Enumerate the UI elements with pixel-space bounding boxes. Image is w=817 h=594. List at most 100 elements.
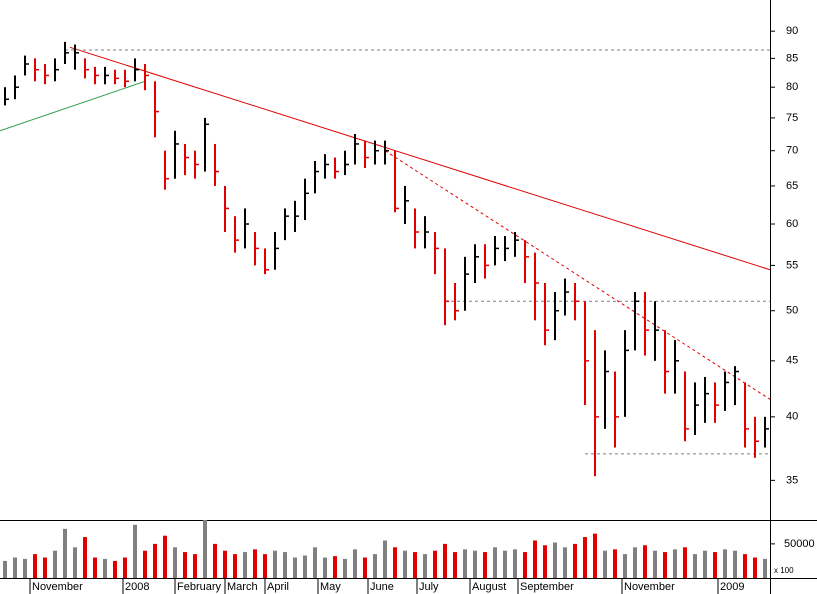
y-tick-label: 75 [786,112,798,124]
volume-bar [753,557,757,578]
x-tick-label: November [32,581,83,593]
volume-bar [763,558,767,578]
volume-bar [683,547,687,578]
volume-tick-label: 50000 [784,538,815,550]
x-tick-label: June [370,581,394,593]
volume-bar [53,550,57,578]
volume-bar [433,550,437,578]
volume-bar [513,549,517,578]
volume-bar [153,543,157,578]
volume-bar [623,554,627,578]
volume-bar [373,554,377,578]
x-tick-label: November [624,581,675,593]
volume-bar [403,550,407,578]
volume-bar [143,550,147,578]
volume-bar [363,557,367,578]
volume-bar [353,549,357,578]
volume-unit: x 100 [774,566,794,575]
x-tick-label: July [419,581,439,593]
volume-bar [133,524,137,578]
volume-bar [263,554,267,578]
x-tick-label: August [472,581,506,593]
volume-bar [203,520,207,578]
y-tick-label: 85 [786,52,798,64]
y-tick-label: 40 [786,411,798,423]
volume-bar [743,554,747,578]
volume-bar [313,547,317,578]
volume-bar [303,555,307,578]
volume-bar [93,557,97,578]
y-tick-label: 60 [786,218,798,230]
volume-bar [323,557,327,578]
volume-bar [43,557,47,578]
volume-bar [733,550,737,578]
volume-bar [283,552,287,578]
trend-line [69,46,771,271]
volume-bar [703,550,707,578]
volume-bar [273,550,277,578]
volume-bar [523,552,527,578]
x-tick-label: February [177,581,222,593]
volume-bar [493,547,497,578]
volume-bar [253,549,257,578]
volume-bar [563,547,567,578]
volume-bar [103,558,107,578]
x-tick-label: 2009 [720,581,744,593]
volume-bar [603,550,607,578]
y-tick-label: 50 [786,305,798,317]
volume-bar [443,543,447,578]
volume-bar [503,550,507,578]
volume-bar [233,554,237,578]
y-tick-label: 90 [786,25,798,37]
volume-bar [183,552,187,578]
volume-bar [483,552,487,578]
volume-bar [573,543,577,578]
volume-bar [213,543,217,578]
volume-bar [643,545,647,578]
volume-bar [163,535,167,578]
volume-bar [193,554,197,578]
volume-bar [63,528,67,578]
volume-bar [553,542,557,578]
x-tick-label: April [267,581,289,593]
volume-bar [173,547,177,578]
y-tick-label: 70 [786,145,798,157]
volume-bar [543,545,547,578]
volume-bar [243,552,247,578]
trend-line [384,150,771,400]
volume-bar [33,554,37,578]
volume-bar [343,558,347,578]
volume-bar [613,549,617,578]
volume-bar [653,550,657,578]
x-tick-label: September [520,581,574,593]
volume-bar [83,537,87,578]
volume-bar [393,547,397,578]
y-tick-label: 45 [786,355,798,367]
volume-bar [333,556,337,578]
volume-bar [693,554,697,578]
volume-bar [663,552,667,578]
volume-bar [73,547,77,578]
volume-bar [723,549,727,578]
volume-bar [713,552,717,578]
volume-bar [593,533,597,578]
volume-bar [463,549,467,578]
volume-bar [293,557,297,578]
volume-bar [3,560,7,578]
volume-bar [413,552,417,578]
y-tick-label: 35 [786,474,798,486]
volume-bar [113,560,117,578]
volume-bar [423,554,427,578]
volume-bar [23,558,27,578]
volume-bar [673,549,677,578]
y-tick-label: 65 [786,180,798,192]
volume-bar [13,557,17,578]
x-tick-label: March [227,581,258,593]
trend-line [0,80,146,132]
volume-bar [533,540,537,578]
volume-bar [633,547,637,578]
volume-bar [123,557,127,578]
volume-bar [473,550,477,578]
y-tick-label: 80 [786,81,798,93]
